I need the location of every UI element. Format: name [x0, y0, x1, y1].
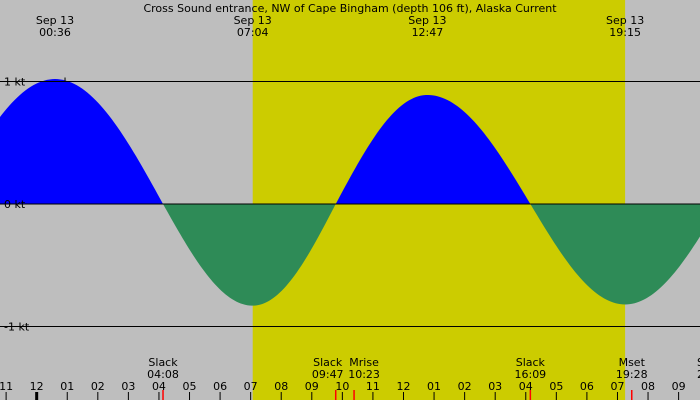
- extreme-time-label: 19:15: [609, 26, 641, 39]
- edge-event-name-label: S: [697, 356, 700, 369]
- event-name-label: Slack: [313, 356, 343, 369]
- hour-tick-label: 07: [244, 380, 258, 393]
- midnight-marker: [35, 392, 39, 400]
- hour-tick-label: 09: [305, 380, 319, 393]
- event-name-label: Slack: [516, 356, 546, 369]
- hour-tick-label: 11: [0, 380, 13, 393]
- hour-tick-label: 06: [213, 380, 227, 393]
- event-name-label: Slack: [148, 356, 178, 369]
- hour-tick-label: 02: [458, 380, 472, 393]
- y-tick-label: -1 kt: [4, 321, 30, 334]
- extreme-date-label: Sep 13: [408, 14, 446, 27]
- event-time-label: 10:23: [348, 368, 380, 381]
- hour-tick-label: 04: [152, 380, 166, 393]
- hour-tick-label: 03: [121, 380, 135, 393]
- hour-tick-label: 07: [610, 380, 624, 393]
- hour-tick-label: 12: [396, 380, 410, 393]
- hour-tick-label: 09: [672, 380, 686, 393]
- event-time-label: 09:47: [312, 368, 344, 381]
- hour-tick-label: 02: [91, 380, 105, 393]
- hour-tick-label: 10: [335, 380, 349, 393]
- ebb-lobe: [530, 204, 700, 305]
- hour-tick-label: 12: [30, 380, 44, 393]
- flood-lobe: [335, 94, 531, 204]
- extreme-time-label: 07:04: [237, 26, 269, 39]
- extreme-time-label: 00:36: [39, 26, 71, 39]
- y-tick-label: 1 kt: [4, 76, 26, 89]
- hour-tick-label: 05: [549, 380, 563, 393]
- hour-tick-label: 11: [366, 380, 380, 393]
- edge-event-time-label: 2: [697, 368, 700, 381]
- flood-lobe: [0, 79, 164, 204]
- hour-tick-label: 04: [519, 380, 533, 393]
- event-time-label: 04:08: [147, 368, 179, 381]
- event-time-label: 19:28: [616, 368, 648, 381]
- hour-tick-label: 05: [183, 380, 197, 393]
- event-time-label: 16:09: [514, 368, 546, 381]
- event-name-label: Mset: [619, 356, 646, 369]
- hour-tick-label: 01: [60, 380, 74, 393]
- hour-tick-label: 08: [641, 380, 655, 393]
- chart-title: Cross Sound entrance, NW of Cape Bingham…: [143, 2, 557, 15]
- hour-tick-label: 06: [580, 380, 594, 393]
- extreme-date-label: Sep 13: [36, 14, 74, 27]
- extreme-date-label: Sep 13: [606, 14, 644, 27]
- ebb-lobe: [163, 204, 336, 306]
- y-tick-label: 0 kt: [4, 198, 26, 211]
- extreme-date-label: Sep 13: [234, 14, 272, 27]
- extreme-time-label: 12:47: [412, 26, 444, 39]
- hour-tick-label: 08: [274, 380, 288, 393]
- hour-tick-label: 01: [427, 380, 441, 393]
- event-name-label: Mrise: [349, 356, 379, 369]
- hour-tick-label: 03: [488, 380, 502, 393]
